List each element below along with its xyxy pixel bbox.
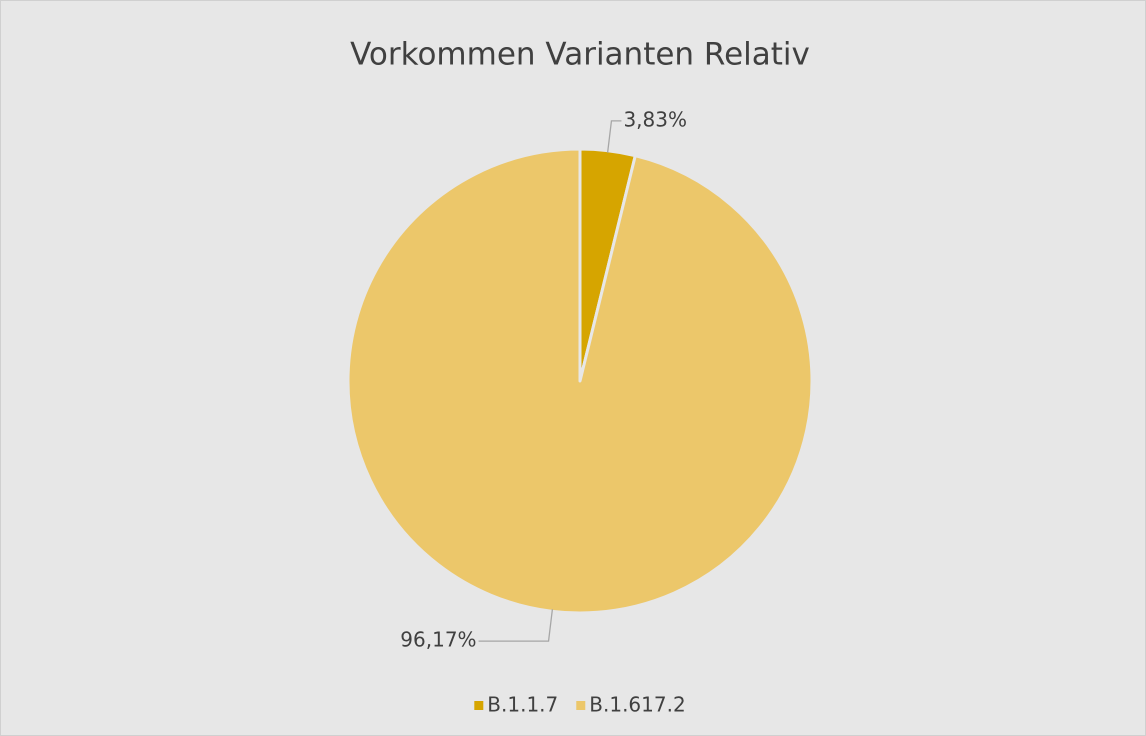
data-label: 96,17% xyxy=(400,628,476,652)
legend-label: B.1.1.7 xyxy=(487,693,558,717)
legend-swatch xyxy=(474,701,484,710)
chart-title: Vorkommen Varianten Relativ xyxy=(350,37,810,73)
leader-line xyxy=(606,120,622,153)
data-label: 3,83% xyxy=(623,107,687,131)
legend-label: B.1.617.2 xyxy=(589,693,685,717)
leader-line xyxy=(478,609,554,642)
pie-slice xyxy=(346,147,814,615)
legend-swatch xyxy=(576,701,586,710)
